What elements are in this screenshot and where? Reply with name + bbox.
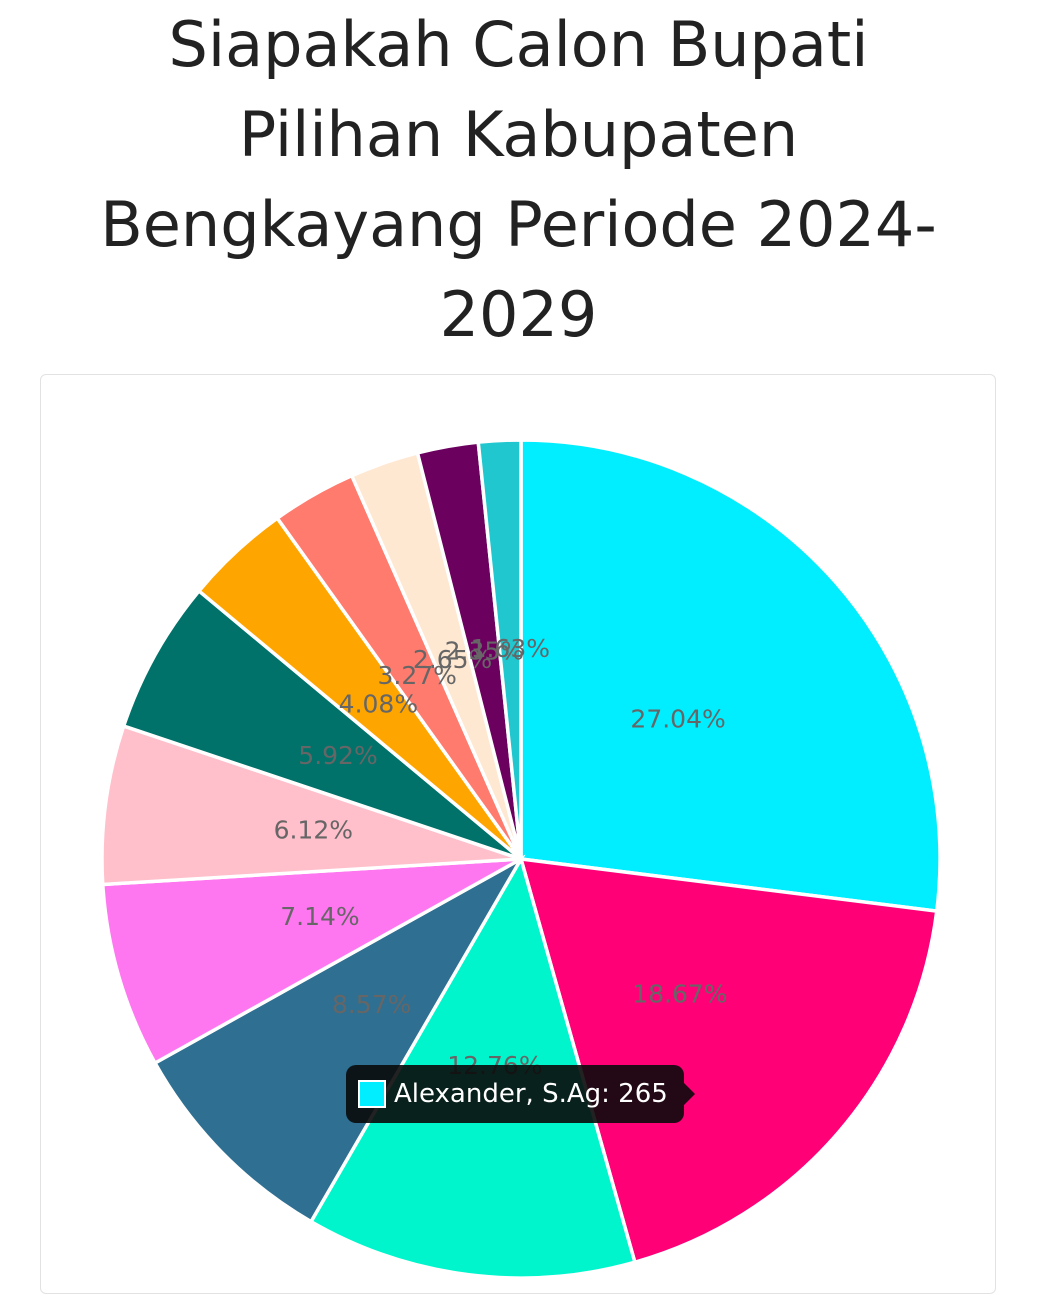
slice-label: 2.35% (445, 637, 524, 666)
slice-label: 1.63% (471, 634, 550, 663)
slice-label: 5.92% (298, 741, 377, 770)
pie-chart: 27.04%18.67%12.76%8.57%7.14%6.12%5.92%4.… (100, 438, 942, 1280)
title-line: Bengkayang Periode 2024- (100, 188, 937, 261)
tooltip-caret (683, 1083, 695, 1105)
pie-slice[interactable] (518, 856, 939, 1265)
slice-label: 27.04% (630, 704, 725, 733)
tooltip-color-swatch (358, 1080, 386, 1108)
slice-label: 4.08% (339, 690, 418, 719)
slice-label: 3.27% (378, 661, 457, 690)
pie-slice[interactable] (100, 723, 522, 887)
pie-labels: 27.04%18.67%12.76%8.57%7.14%6.12%5.92%4.… (274, 634, 728, 1080)
pie-slice[interactable] (476, 438, 523, 860)
title-line: 2029 (439, 278, 598, 351)
chart-tooltip: Alexander, S.Ag: 265 (346, 1065, 695, 1123)
slice-label: 8.57% (332, 990, 411, 1019)
slice-label: 7.14% (280, 902, 359, 931)
slice-label: 2.65% (413, 645, 492, 674)
pie-slice[interactable] (519, 438, 942, 914)
pie-slice[interactable] (121, 588, 523, 861)
title-line: Pilihan Kabupaten (238, 98, 799, 171)
slice-label: 18.67% (632, 980, 727, 1009)
slice-label: 6.12% (274, 816, 353, 845)
pie-slice[interactable] (152, 854, 526, 1224)
tooltip-text: Alexander, S.Ag: 265 (394, 1079, 668, 1109)
page-title: Siapakah Calon Bupati Pilihan Kabupaten … (0, 0, 1037, 360)
pie-slice[interactable] (100, 857, 522, 1066)
title-line: Siapakah Calon Bupati (168, 8, 869, 81)
chart-card: 27.04%18.67%12.76%8.57%7.14%6.12%5.92%4.… (40, 374, 996, 1294)
pie-slices (100, 438, 942, 1280)
